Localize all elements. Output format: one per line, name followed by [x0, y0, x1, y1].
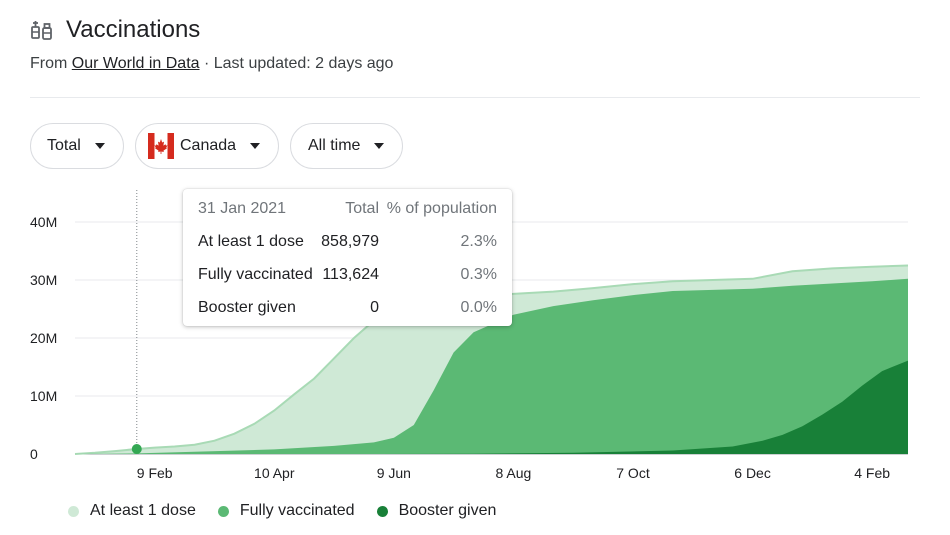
tooltip-date: 31 Jan 2021 — [198, 200, 287, 217]
canada-flag-icon — [148, 133, 174, 159]
x-tick-label: 4 Feb — [854, 465, 890, 481]
tooltip-row-total: 858,979 — [321, 233, 379, 250]
y-tick-label: 30M — [30, 272, 57, 288]
metric-label: Total — [47, 137, 81, 154]
tooltip-row: Booster given 0 0.0% — [198, 299, 497, 321]
legend-item[interactable]: Booster given — [376, 502, 497, 520]
tooltip-row-label: At least 1 dose — [198, 233, 304, 250]
tooltip-row-label: Booster given — [198, 299, 296, 316]
header-divider — [30, 97, 920, 98]
chevron-down-icon — [94, 143, 105, 149]
tooltip-col-total: Total — [345, 200, 379, 217]
header: Vaccinations From Our World in Data · La… — [30, 14, 920, 73]
tooltip-row: Fully vaccinated 113,624 0.3% — [198, 266, 497, 288]
x-tick-label: 6 Dec — [734, 465, 771, 481]
chevron-down-icon — [250, 143, 261, 149]
tooltip-row-pct: 0.0% — [460, 299, 497, 316]
legend-label: Booster given — [398, 502, 497, 519]
tooltip-row-pct: 2.3% — [460, 233, 497, 250]
y-tick-label: 0 — [30, 446, 38, 462]
chart-legend: At least 1 dose Fully vaccinated Booster… — [68, 502, 518, 520]
range-dropdown[interactable]: All time — [290, 123, 403, 169]
range-label: All time — [308, 137, 361, 154]
tooltip-row-total: 0 — [370, 299, 379, 316]
y-tick-label: 20M — [30, 330, 57, 346]
x-tick-label: 8 Aug — [496, 465, 532, 481]
metric-dropdown[interactable]: Total — [30, 123, 124, 169]
chart-tooltip: 31 Jan 2021 Total % of population At lea… — [183, 189, 512, 326]
x-tick-label: 10 Apr — [254, 465, 295, 481]
source-line: From Our World in Data · Last updated: 2… — [30, 55, 920, 73]
source-prefix: From — [30, 55, 68, 72]
y-tick-label: 40M — [30, 214, 57, 230]
x-tick-label: 9 Feb — [137, 465, 173, 481]
series-area-booster-given[interactable] — [75, 360, 908, 454]
page-title: Vaccinations — [66, 16, 201, 43]
x-tick-label: 9 Jun — [377, 465, 411, 481]
legend-label: At least 1 dose — [90, 502, 196, 519]
tooltip-row-pct: 0.3% — [460, 266, 497, 283]
legend-swatch — [217, 505, 229, 517]
filter-bar: Total Canada All time — [30, 123, 403, 169]
last-updated: · Last updated: 2 days ago — [203, 55, 394, 72]
tooltip-row-label: Fully vaccinated — [198, 266, 313, 283]
vaccination-chart[interactable]: 40M 30M 20M 10M 0 9 Feb 10 Apr 9 Jun 8 Aug 7 Oct 6… — [0, 180, 950, 490]
y-tick-label: 10M — [30, 388, 57, 404]
tooltip-row-total: 113,624 — [322, 266, 379, 283]
country-label: Canada — [180, 137, 237, 154]
tooltip-col-pct: % of population — [386, 200, 497, 217]
x-tick-label: 7 Oct — [616, 465, 650, 481]
legend-label: Fully vaccinated — [239, 502, 355, 519]
legend-item[interactable]: At least 1 dose — [68, 502, 196, 520]
country-dropdown[interactable]: Canada — [135, 123, 279, 169]
chevron-down-icon — [374, 143, 385, 149]
tooltip-header: 31 Jan 2021 Total % of population — [198, 200, 497, 222]
source-link[interactable]: Our World in Data — [71, 55, 200, 72]
hover-point — [131, 444, 142, 455]
tooltip-row: At least 1 dose 858,979 2.3% — [198, 233, 497, 255]
syringe-vial-icon — [31, 21, 52, 40]
legend-swatch — [376, 505, 388, 517]
title-row: Vaccinations — [30, 14, 920, 46]
legend-swatch — [68, 505, 79, 517]
legend-item[interactable]: Fully vaccinated — [217, 502, 355, 520]
series-area-fully-vaccinated[interactable] — [75, 278, 908, 454]
